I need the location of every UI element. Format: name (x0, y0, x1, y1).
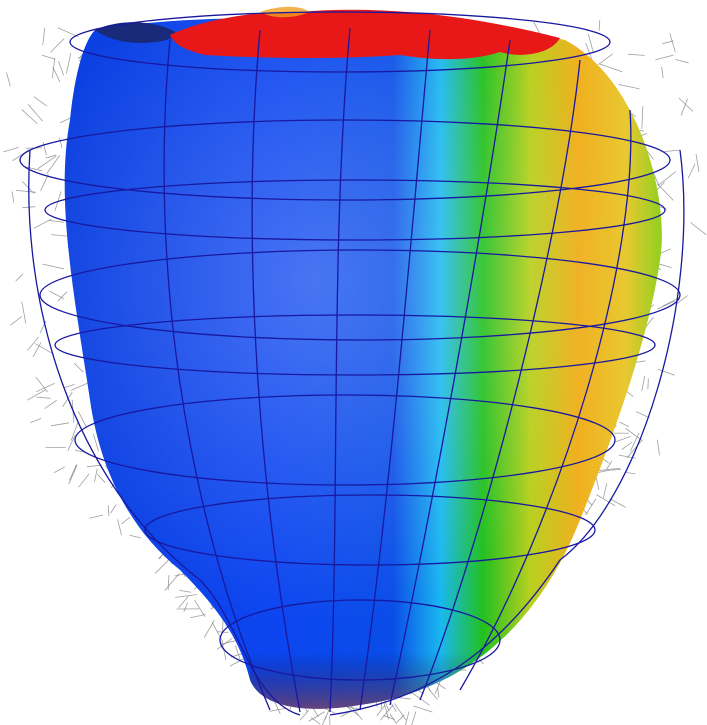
fiber (588, 34, 593, 53)
fiber (12, 192, 14, 203)
fiber (165, 573, 180, 590)
fiber (58, 61, 63, 75)
fiber (642, 106, 643, 129)
fiber (614, 436, 630, 442)
fiber (110, 504, 116, 513)
fiber (675, 60, 688, 63)
fiber (22, 109, 38, 123)
fiber (42, 55, 55, 59)
fiber (89, 515, 103, 518)
fiber (679, 98, 693, 111)
fiber (64, 384, 75, 387)
fiber (394, 703, 406, 720)
fiber (658, 369, 675, 375)
fiber (51, 423, 69, 426)
fiber (664, 150, 680, 152)
fiber (204, 620, 214, 638)
fiber (118, 519, 122, 535)
fiber (655, 55, 673, 60)
fiber (155, 559, 169, 573)
fiber (603, 483, 606, 497)
fiber (130, 535, 141, 538)
fiber (670, 33, 676, 52)
fiber (300, 710, 309, 720)
fiber (625, 472, 635, 474)
fiber (599, 20, 600, 31)
fiber (620, 422, 630, 427)
fiber (688, 164, 695, 178)
fiber (642, 376, 645, 391)
fiber (175, 594, 197, 597)
fiber (309, 712, 325, 722)
fiber (179, 596, 189, 607)
fiber (436, 682, 446, 689)
fiber (74, 363, 83, 372)
fiber (54, 467, 65, 473)
fiber (396, 715, 404, 724)
fiber (71, 423, 78, 441)
fiber (50, 39, 64, 53)
fiber (30, 418, 41, 422)
fiber (52, 58, 55, 79)
fiber (311, 717, 320, 724)
fiber (184, 603, 188, 612)
fiber (618, 84, 639, 88)
fiber (690, 222, 706, 234)
fiber (22, 302, 26, 324)
fiber (611, 469, 621, 470)
fiber (10, 316, 22, 325)
heart-render (0, 0, 707, 725)
fiber (36, 383, 54, 391)
fiber (87, 465, 102, 467)
fiber (190, 615, 205, 618)
fiber (658, 171, 676, 185)
fiber (66, 53, 70, 73)
fiber (16, 274, 23, 281)
fiber (34, 219, 52, 228)
fiber (636, 412, 649, 418)
fiber (7, 73, 11, 87)
fiber (662, 67, 663, 78)
fiber (657, 440, 659, 456)
fiber (628, 54, 645, 55)
fiber (330, 716, 331, 725)
fiber (69, 465, 76, 481)
fiber (622, 442, 632, 449)
fiber (413, 706, 432, 712)
fiber (409, 712, 416, 725)
fiber (43, 264, 64, 269)
fiber (34, 97, 47, 106)
fiber (45, 400, 57, 408)
fiber (122, 517, 130, 524)
fiber (43, 28, 45, 45)
fiber (438, 688, 439, 698)
fiber (610, 499, 626, 508)
fiber (79, 474, 89, 487)
fiber (37, 397, 51, 398)
fiber (36, 377, 48, 392)
fiber (168, 575, 169, 590)
fiber (696, 154, 699, 172)
fiber (98, 474, 106, 482)
fiber (59, 138, 61, 148)
fiber (179, 590, 191, 592)
fiber (377, 706, 385, 716)
fiber (28, 337, 39, 350)
fiber (598, 54, 612, 65)
fiber (28, 104, 43, 121)
fiber (49, 220, 65, 222)
fiber (69, 465, 77, 484)
fiber (49, 291, 64, 299)
fiber (108, 505, 109, 516)
fiber (68, 435, 75, 450)
valve-red (170, 10, 560, 59)
fiber (94, 469, 97, 482)
fiber (53, 67, 60, 82)
fiber (195, 600, 205, 617)
fiber (3, 147, 19, 152)
fiber (657, 184, 673, 201)
